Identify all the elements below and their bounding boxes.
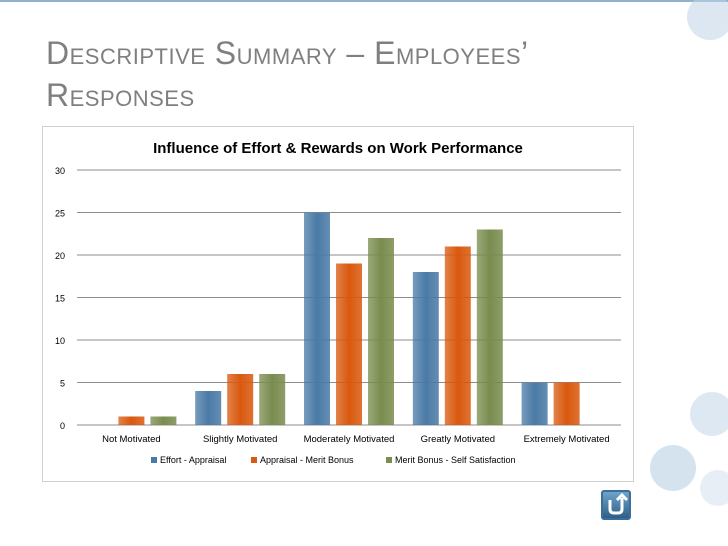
y-tick-label: 15 (55, 294, 65, 304)
top-accent-line (0, 0, 728, 2)
bar (444, 246, 471, 425)
bar (476, 229, 503, 425)
y-tick-label: 0 (60, 421, 65, 431)
legend-swatch (251, 457, 257, 463)
bar (336, 263, 362, 425)
chart-container: Influence of Effort & Rewards on Work Pe… (42, 126, 634, 482)
bar (227, 374, 254, 425)
legend-label: Appraisal - Merit Bonus (260, 455, 354, 465)
slide-title-line-2: Responses (46, 77, 195, 113)
return-arrow-icon (608, 492, 629, 515)
decorative-circle (650, 445, 696, 491)
bar (304, 212, 330, 425)
bar (118, 416, 145, 425)
bar-chart: Influence of Effort & Rewards on Work Pe… (55, 140, 621, 465)
y-tick-label: 30 (55, 166, 65, 176)
decorative-circle (700, 470, 728, 506)
slide-title-line-1: Descriptive Summary – Employees’ (46, 35, 529, 71)
bar (150, 416, 177, 425)
y-tick-label: 25 (55, 209, 65, 219)
legend-label: Effort - Appraisal (160, 455, 226, 465)
bar (521, 382, 548, 425)
bar (259, 374, 286, 425)
x-tick-label: Extremely Motivated (524, 434, 610, 445)
legend-swatch (386, 457, 392, 463)
chart-title: Influence of Effort & Rewards on Work Pe… (153, 140, 523, 157)
bar-series (118, 212, 580, 425)
slide-title: Descriptive Summary – Employees’ Respons… (46, 32, 646, 116)
decorative-circle (687, 0, 728, 40)
bar (195, 391, 222, 425)
x-tick-label: Not Motivated (102, 434, 161, 445)
return-button[interactable] (601, 490, 631, 520)
x-tick-label: Slightly Motivated (203, 434, 277, 445)
x-tick-label: Greatly Motivated (421, 434, 495, 445)
legend-label: Merit Bonus - Self Satisfaction (395, 455, 516, 465)
y-tick-label: 5 (60, 379, 65, 389)
axis-labels: 0 5 10 15 20 25 30 Not Motivated Slightly Motiva… (55, 166, 610, 445)
bar (412, 272, 439, 425)
bar (553, 382, 580, 425)
decorative-circle (690, 392, 728, 436)
bar (368, 238, 394, 425)
x-tick-label: Moderately Motivated (304, 434, 395, 445)
legend: Effort - Appraisal Appraisal - Merit Bonu… (151, 455, 516, 465)
y-tick-label: 20 (55, 251, 65, 261)
y-tick-label: 10 (55, 336, 65, 346)
legend-swatch (151, 457, 157, 463)
